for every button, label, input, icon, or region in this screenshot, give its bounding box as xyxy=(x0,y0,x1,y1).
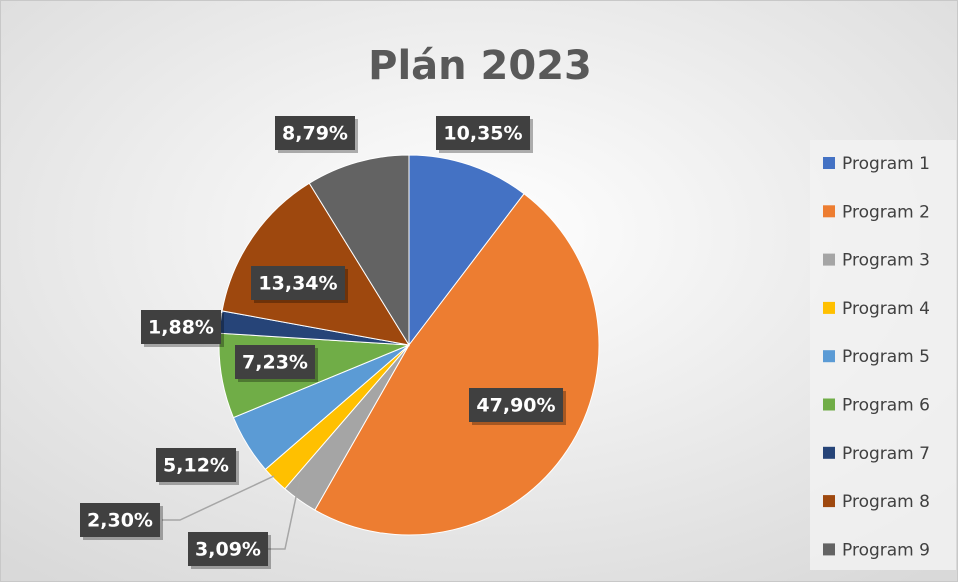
leader-line xyxy=(266,477,301,550)
legend-swatch xyxy=(823,301,835,314)
legend-label: Program 9 xyxy=(842,540,930,560)
data-label: 1,88% xyxy=(148,317,214,339)
legend-label: Program 6 xyxy=(842,396,930,416)
legend-swatch xyxy=(823,253,835,266)
data-label: 2,30% xyxy=(87,510,153,532)
data-label: 7,23% xyxy=(242,352,308,374)
data-label: 10,35% xyxy=(443,123,522,145)
legend-swatch xyxy=(823,205,835,218)
data-label-box xyxy=(235,345,315,379)
legend-swatch xyxy=(823,543,835,556)
data-label: 3,09% xyxy=(195,539,261,561)
data-label-box xyxy=(80,503,160,537)
legend-label: Program 2 xyxy=(842,202,930,222)
data-label: 8,79% xyxy=(282,123,348,145)
pie-slice xyxy=(408,154,525,347)
legend-label: Program 3 xyxy=(842,251,930,271)
pie-slice xyxy=(221,182,411,346)
legend-swatch xyxy=(823,350,835,363)
legend-swatch xyxy=(823,495,835,508)
data-label-box xyxy=(141,310,221,344)
data-label-box xyxy=(469,388,563,422)
legend-swatch xyxy=(823,398,835,411)
legend-swatch xyxy=(823,157,835,169)
chart-title: Plán 2023 xyxy=(368,43,592,89)
data-label-box xyxy=(251,266,345,300)
legend-label: Program 4 xyxy=(842,299,930,319)
data-label-box xyxy=(436,116,530,150)
legend-label: Program 5 xyxy=(842,347,930,367)
pie-slice xyxy=(308,154,410,347)
legend-label: Program 7 xyxy=(842,444,930,464)
legend-label: Program 8 xyxy=(842,492,930,512)
leader-line xyxy=(162,475,275,521)
data-label-box xyxy=(275,116,355,150)
pie-slice xyxy=(314,193,600,536)
data-label: 13,34% xyxy=(258,273,337,295)
data-label: 5,12% xyxy=(163,455,229,477)
data-label-box xyxy=(188,532,268,566)
data-label: 47,90% xyxy=(476,395,555,417)
legend-label: Program 1 xyxy=(842,154,930,174)
legend-swatch xyxy=(823,446,835,459)
data-label-box xyxy=(156,448,236,482)
